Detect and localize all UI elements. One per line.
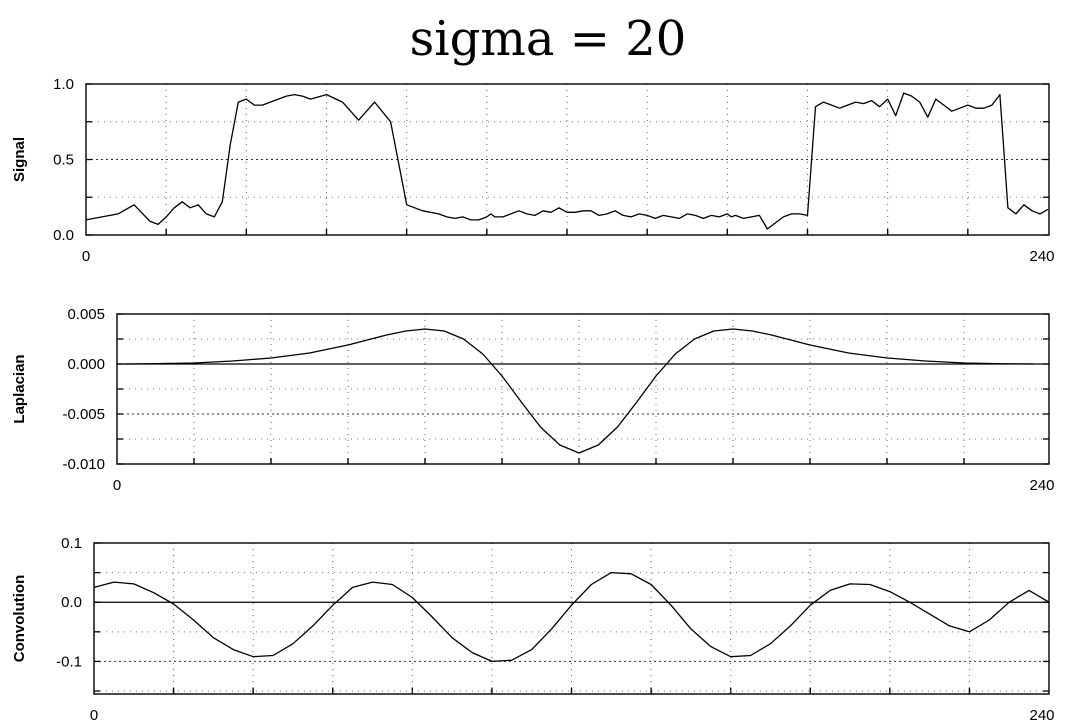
plot-frame <box>93 542 1050 695</box>
plot-frame <box>85 83 1050 236</box>
y-tick-label: -0.010 <box>62 456 105 473</box>
chart-panel-signal: 1.0 0.5 0.0 0 240 Signal <box>11 76 1055 265</box>
x-tick-label: 240 <box>1029 707 1054 722</box>
x-tick-label: 240 <box>1029 477 1054 494</box>
y-tick-label: -0.1 <box>56 653 82 670</box>
chart-panel-convolution: 0.1 0.0 -0.1 0 240 Convolution <box>11 535 1055 722</box>
x-tick-label: 0 <box>82 248 90 265</box>
y-tick-label: 0.1 <box>61 535 82 552</box>
series-line <box>93 571 1050 663</box>
chart-panel-laplacian: 0.005 0.000 -0.005 -0.010 0 240 Laplacian <box>11 306 1055 494</box>
y-tick-label: 1.0 <box>53 76 74 93</box>
x-tick-label: 0 <box>90 707 98 722</box>
y-tick-label: 0.5 <box>53 152 74 169</box>
series-line <box>85 92 1049 230</box>
y-axis-label: Laplacian <box>11 354 28 423</box>
x-tick-label: 240 <box>1029 248 1054 265</box>
y-tick-label: 0.0 <box>61 594 82 611</box>
series-line <box>124 328 1034 454</box>
x-tick-label: 0 <box>113 477 121 494</box>
plot-frame <box>116 313 1050 465</box>
y-axis-label: Signal <box>11 137 28 182</box>
y-tick-label: 0.005 <box>67 306 105 323</box>
panels: 1.00.50.00 240Signal0.0050.000-0.005-0.01… <box>11 76 1055 722</box>
y-axis-label: Convolution <box>11 575 28 662</box>
figure-title: sigma = 20 <box>410 11 687 67</box>
y-tick-label: 0.000 <box>67 356 105 373</box>
y-tick-label: -0.005 <box>62 406 105 423</box>
y-tick-label: 0.0 <box>53 227 74 244</box>
